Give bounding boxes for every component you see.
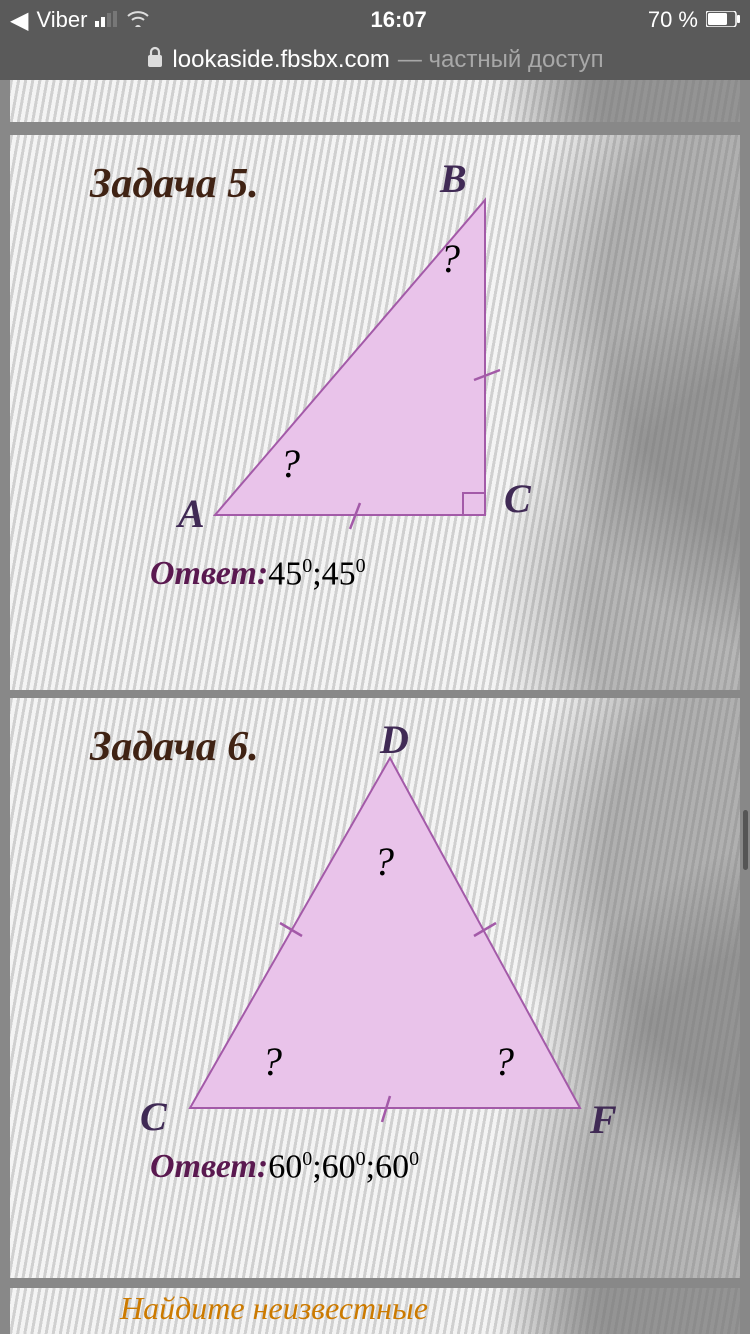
answer-6: Ответ: 600;600;600	[150, 1148, 419, 1186]
angle-d-qmark: ?	[374, 838, 394, 885]
page-content[interactable]: Задача 5. A B C ? ? Ответ: 450;450	[0, 80, 750, 1334]
wifi-icon	[127, 7, 149, 33]
answer-5-label: Ответ:	[150, 555, 268, 593]
status-bar: ◀ Viber 16:07 70 %	[0, 0, 750, 40]
url-domain: lookaside.fbsbx.com	[172, 46, 389, 74]
slide-problem-5: Задача 5. A B C ? ? Ответ: 450;450	[10, 135, 740, 690]
triangle-6-polygon	[190, 758, 580, 1108]
triangle-6	[90, 708, 690, 1138]
angle-a-qmark: ?	[280, 440, 300, 487]
vertex-b-label: B	[440, 155, 467, 202]
answer-6-values: 600;600;600	[268, 1148, 419, 1186]
url-bar[interactable]: lookaside.fbsbx.com — частный доступ	[0, 40, 750, 80]
vertex-a-label: A	[178, 490, 205, 537]
answer-6-label: Ответ:	[150, 1148, 268, 1186]
angle-f-qmark: ?	[494, 1038, 514, 1085]
slide-next-sliver: Найдите неизвестные	[10, 1288, 740, 1334]
back-caret-icon[interactable]: ◀	[10, 6, 28, 35]
url-suffix: — частный доступ	[398, 46, 604, 74]
back-app-label[interactable]: Viber	[36, 7, 87, 33]
vertex-c2-label: C	[140, 1093, 167, 1140]
status-right: 70 %	[648, 7, 740, 33]
lock-icon	[146, 46, 164, 75]
battery-label: 70 %	[648, 7, 698, 33]
answer-5: Ответ: 450;450	[150, 555, 366, 593]
scroll-indicator[interactable]	[743, 810, 748, 870]
angle-b-qmark: ?	[440, 235, 460, 282]
signal-icon	[95, 7, 119, 33]
vertex-d-label: D	[380, 716, 409, 763]
vertex-c-label: C	[504, 475, 531, 522]
battery-icon	[706, 7, 740, 33]
status-time: 16:07	[371, 7, 427, 33]
answer-5-values: 450;450	[268, 555, 365, 593]
slide-prev-sliver	[10, 80, 740, 122]
slide-problem-6: Задача 6. D C F ? ? ? Ответ: 600;600;600	[10, 698, 740, 1278]
next-slide-text: Найдите неизвестные	[120, 1290, 428, 1327]
status-left: ◀ Viber	[10, 6, 149, 35]
angle-c-qmark: ?	[262, 1038, 282, 1085]
vertex-f-label: F	[590, 1096, 617, 1143]
